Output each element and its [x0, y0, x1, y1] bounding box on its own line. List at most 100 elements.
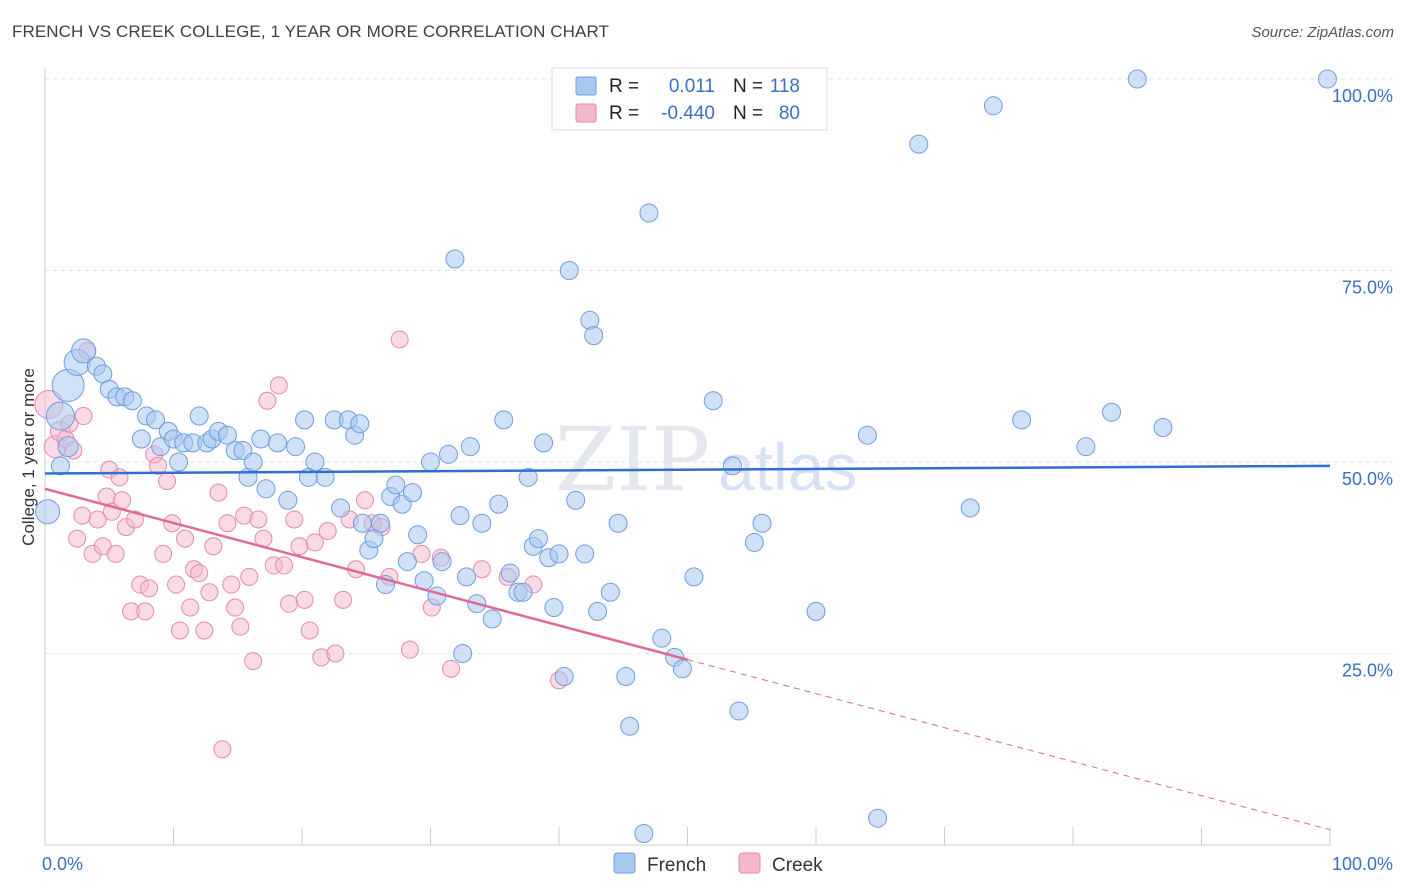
french-point [50, 456, 70, 476]
creek-point [269, 376, 288, 395]
french-point [960, 498, 980, 518]
french-point [566, 490, 586, 510]
gridlines [45, 78, 1395, 654]
y-tick-label-25: 25.0% [1342, 661, 1393, 681]
creek-point [218, 514, 237, 533]
french-point [1102, 402, 1122, 422]
y-tick-label-100: 100.0% [1332, 86, 1393, 106]
french-point [278, 490, 298, 510]
creek-point [400, 640, 419, 659]
french-point [639, 203, 659, 223]
french-point [352, 513, 372, 533]
french-point [450, 506, 470, 526]
creek-point [285, 510, 304, 529]
creek-point [158, 472, 177, 491]
creek-point [249, 510, 268, 529]
french-point [684, 567, 704, 587]
french-point [421, 452, 440, 472]
creek-point [258, 391, 277, 410]
creek-point [113, 491, 132, 510]
chart-title: FRENCH VS CREEK COLLEGE, 1 YEAR OR MORE … [12, 22, 610, 41]
french-point [608, 513, 628, 533]
creek-point [240, 567, 259, 586]
french-point [386, 475, 406, 495]
french-point [1076, 437, 1096, 457]
creek-point [195, 621, 214, 640]
french-point [729, 701, 749, 721]
stats-legend-frame [551, 67, 828, 131]
creek-point [390, 330, 409, 349]
french-point [575, 544, 595, 564]
creek-point [442, 659, 461, 678]
french-point [57, 436, 79, 458]
french-point [584, 326, 604, 346]
creek-point [300, 621, 319, 640]
french-point [243, 452, 263, 472]
legend-french-label: French [647, 855, 706, 876]
source-note: Source: ZipAtlas.com [1251, 24, 1394, 41]
creek-point [209, 483, 228, 502]
french-point [634, 824, 654, 844]
french-point [295, 410, 315, 430]
french-point [518, 467, 538, 487]
french-point [131, 429, 151, 449]
french-point [472, 513, 492, 533]
french-trend-line [44, 464, 1331, 475]
creek-point [68, 529, 87, 548]
french-r-value: 0.011 [669, 76, 715, 97]
french-point [559, 261, 579, 280]
french-point [500, 563, 520, 583]
french-point [983, 96, 1003, 116]
french-point [554, 666, 574, 686]
french-point [408, 525, 428, 545]
legend-creek-label: Creek [772, 855, 823, 876]
creek-point [204, 537, 223, 556]
french-point [652, 628, 672, 648]
french-point [189, 406, 209, 426]
creek-point [140, 579, 159, 598]
french-point [1153, 418, 1173, 438]
creek-point [226, 598, 245, 617]
stats-legend: R = 0.011 N = 118 R = -0.440 N = 80 [551, 67, 828, 131]
creek-point [136, 602, 155, 621]
creek-point [200, 583, 219, 602]
french-point [482, 609, 502, 629]
french-point [620, 716, 640, 736]
french-point [1127, 69, 1147, 89]
french-point [71, 338, 97, 364]
french-point [350, 414, 370, 434]
creek-point [355, 491, 374, 510]
y-tick-label-75: 75.0% [1342, 278, 1393, 298]
legend-creek-swatch [738, 852, 761, 874]
french-n-value: 118 [770, 76, 800, 97]
french-point [616, 666, 636, 686]
french-point [600, 582, 620, 602]
x-tick-label-max: 100.0% [1332, 854, 1393, 874]
french-point [672, 659, 692, 679]
creek-point [472, 560, 491, 579]
creek-point [412, 544, 431, 563]
creek-point [170, 621, 189, 640]
french-point [403, 483, 423, 503]
french-n-label: N = [733, 76, 763, 97]
french-point [286, 437, 306, 457]
french-point [331, 498, 351, 518]
creek-point [149, 456, 168, 475]
y-axis-label: College, 1 year or more [19, 368, 38, 546]
creek-point [125, 510, 144, 529]
creek-point [305, 533, 324, 552]
creek-point [334, 590, 353, 609]
creek-n-value: 80 [779, 103, 800, 124]
creek-point [326, 644, 345, 663]
creek-point [181, 598, 200, 617]
french-point [513, 582, 533, 602]
french-point [456, 567, 476, 587]
creek-point [244, 652, 263, 671]
french-point [1317, 69, 1337, 89]
french-point [528, 529, 548, 549]
x-tick-label-min: 0.0% [42, 854, 83, 874]
creek-point [74, 407, 93, 426]
french-r-label: R = [609, 76, 639, 97]
french-point [122, 391, 142, 411]
french-point [453, 644, 473, 663]
